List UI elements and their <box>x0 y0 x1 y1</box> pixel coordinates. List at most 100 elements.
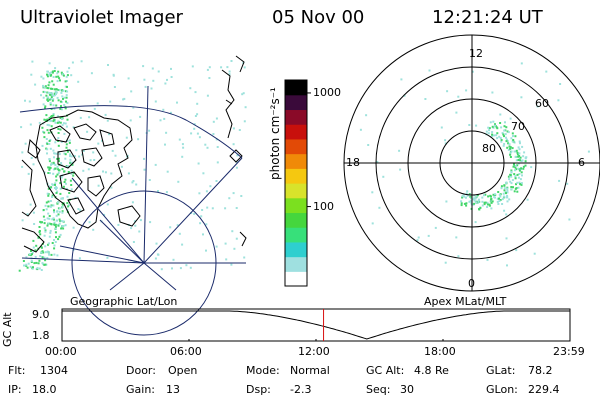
aurora-pixel <box>57 238 60 241</box>
aurora-pixel <box>66 74 69 77</box>
aurora-pixel <box>444 142 447 145</box>
aurora-pixel <box>434 226 437 229</box>
aurora-pixel <box>157 70 160 73</box>
aurora-pixel <box>21 219 24 222</box>
color-scale <box>284 79 311 287</box>
aurora-pixel <box>500 185 503 188</box>
aurora-pixel <box>503 143 506 145</box>
aurora-pixel <box>51 71 54 74</box>
aurora-pixel <box>29 265 32 268</box>
aurora-pixel <box>497 203 500 205</box>
aurora-pixel <box>511 140 514 143</box>
aurora-pixel <box>519 178 522 181</box>
aurora-pixel <box>486 203 489 206</box>
aurora-pixel <box>228 197 231 200</box>
aurora-pixel <box>55 104 58 107</box>
aurora-pixel <box>215 117 218 120</box>
aurora-pixel <box>25 264 28 267</box>
aurora-pixel <box>524 156 527 159</box>
aurora-pixel <box>505 196 508 199</box>
aurora-pixel <box>510 137 513 140</box>
aurora-pixel <box>196 102 199 105</box>
aurora-pixel <box>559 83 562 85</box>
aurora-pixel <box>506 130 509 133</box>
aurora-pixel <box>232 192 235 195</box>
aurora-pixel <box>199 222 202 225</box>
aurora-pixel <box>490 199 493 202</box>
aurora-pixel <box>72 126 75 129</box>
aurora-pixel <box>68 139 71 142</box>
mlat-label-60: 60 <box>535 97 549 110</box>
aurora-pixel <box>518 173 521 175</box>
aurora-pixel <box>29 123 32 126</box>
aurora-pixel <box>59 233 62 236</box>
aurora-pixel <box>66 101 69 104</box>
aurora-pixel <box>93 107 96 110</box>
aurora-pixel <box>176 101 178 104</box>
aurora-pixel <box>38 226 41 228</box>
aurora-pixel <box>107 64 109 66</box>
aurora-pixel <box>35 244 38 247</box>
aurora-pixel <box>65 96 68 99</box>
aurora-pixel <box>490 195 492 198</box>
aurora-pixel <box>88 116 91 119</box>
aurora-pixel <box>169 226 172 229</box>
aurora-pixel <box>48 93 51 96</box>
aurora-pixel <box>243 256 246 259</box>
aurora-pixel <box>497 191 500 193</box>
aurora-pixel <box>514 169 516 172</box>
aurora-pixel <box>48 73 50 76</box>
aurora-pixel <box>55 179 58 182</box>
aurora-pixel <box>476 201 479 204</box>
aurora-pixel <box>54 182 57 185</box>
aurora-pixel <box>526 198 529 201</box>
aurora-pixel <box>129 119 132 122</box>
aurora-pixel <box>55 93 57 96</box>
aurora-pixel <box>524 164 527 167</box>
aurora-pixel <box>45 208 48 211</box>
aurora-pixel <box>61 124 64 127</box>
aurora-pixel <box>365 114 368 117</box>
aurora-pixel <box>54 67 57 70</box>
aurora-pixel <box>52 104 55 107</box>
aurora-pixel <box>64 182 67 185</box>
color-scale-band <box>285 138 307 155</box>
aurora-pixel <box>235 207 238 209</box>
aurora-pixel <box>179 267 182 270</box>
aurora-pixel <box>21 151 24 154</box>
ip-value: 18.0 <box>32 383 57 396</box>
color-scale-band <box>285 241 307 258</box>
aurora-pixel <box>49 102 52 105</box>
aurora-pixel <box>502 144 505 147</box>
aurora-pixel <box>66 150 69 153</box>
aurora-pixel <box>48 124 51 127</box>
aurora-pixel <box>97 142 100 145</box>
aurora-pixel <box>43 118 46 121</box>
aurora-pixel <box>58 157 60 160</box>
aurora-pixel <box>41 256 44 259</box>
aurora-pixel <box>533 252 536 255</box>
aurora-pixel <box>487 126 490 129</box>
aurora-pixel <box>486 206 489 208</box>
aurora-pixel <box>510 182 513 185</box>
aurora-pixel <box>49 172 51 175</box>
aurora-pixel <box>25 256 28 259</box>
aurora-pixel <box>70 74 73 77</box>
aurora-pixel <box>208 77 211 79</box>
aurora-pixel <box>181 243 184 246</box>
aurora-pixel <box>51 87 54 90</box>
aurora-pixel <box>47 96 50 99</box>
aurora-pixel <box>516 164 519 167</box>
aurora-pixel <box>205 223 208 226</box>
aurora-pixel <box>38 121 41 124</box>
aurora-pixel <box>134 224 137 227</box>
aurora-pixel <box>78 257 81 260</box>
aurora-pixel <box>557 99 560 102</box>
aurora-pixel <box>487 195 490 198</box>
aurora-pixel <box>40 75 43 78</box>
aurora-pixel <box>53 70 56 72</box>
instrument-title: Ultraviolet Imager <box>20 7 183 28</box>
aurora-pixel <box>371 222 374 225</box>
aurora-pixel <box>50 87 52 90</box>
aurora-pixel <box>505 140 508 143</box>
